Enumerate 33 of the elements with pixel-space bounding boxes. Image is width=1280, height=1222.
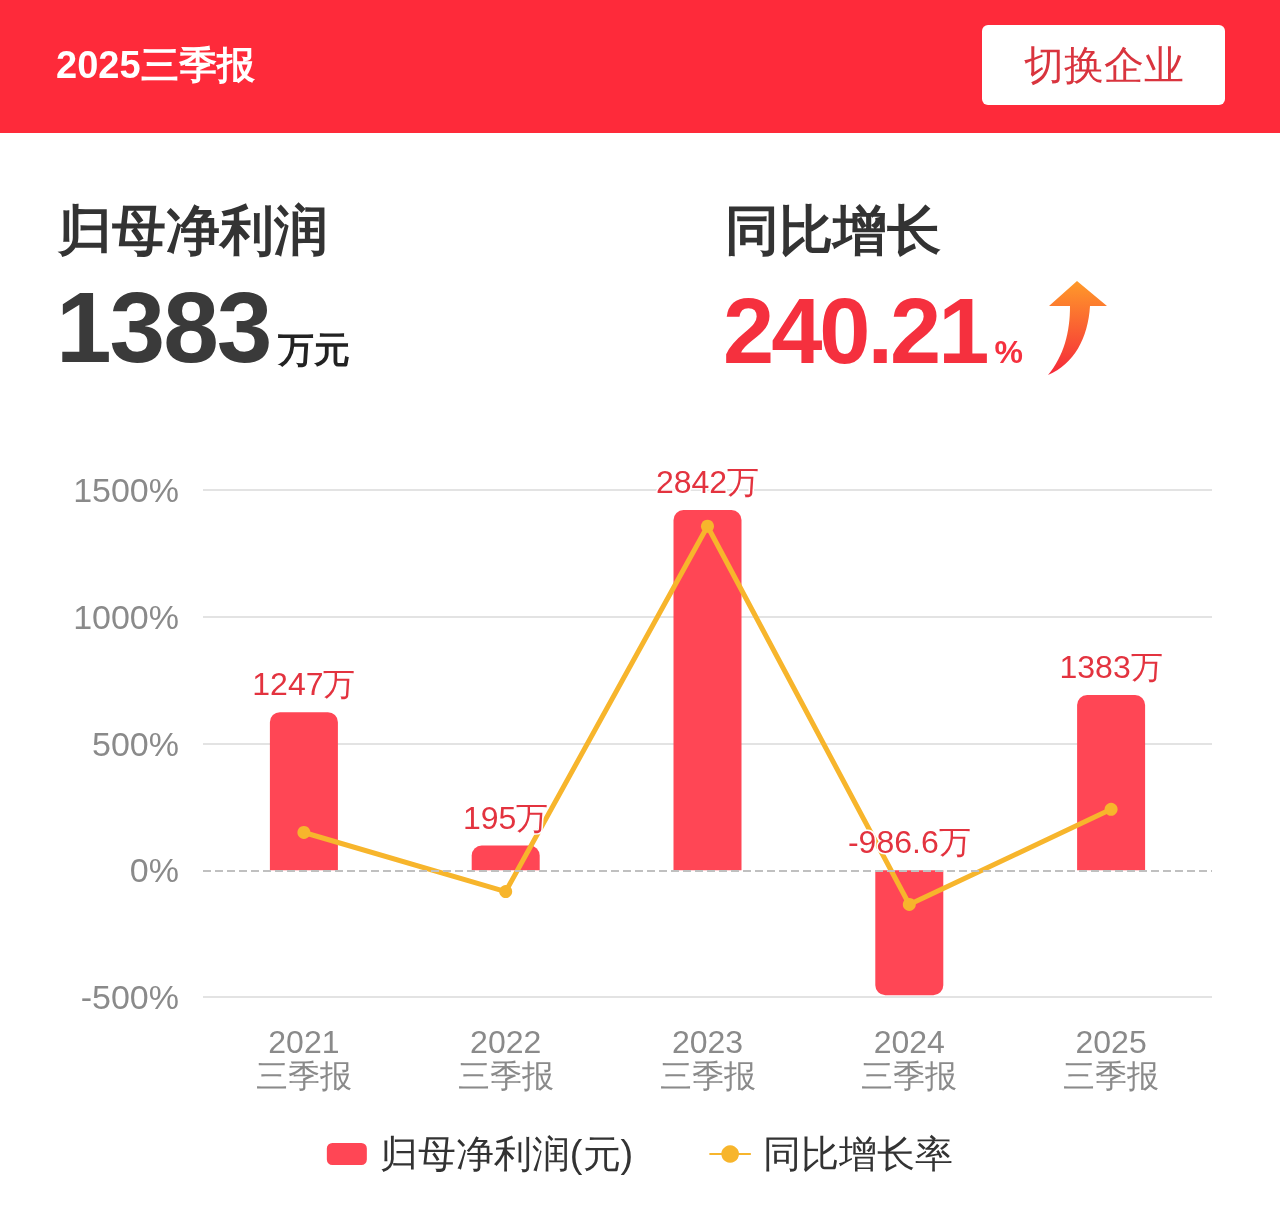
y-tick-label: -500% — [80, 978, 179, 1016]
bar — [1077, 694, 1146, 871]
chart-title: 2025三季报 — [56, 43, 255, 88]
point — [902, 897, 916, 911]
point — [701, 519, 714, 533]
x-tick-label: 2024 三季报 — [861, 1024, 958, 1094]
data-label: 1247万 — [252, 666, 356, 703]
text: 240.21 — [723, 280, 987, 382]
bar — [875, 870, 944, 996]
text: % — [994, 333, 1023, 371]
y-tick-label: 1500% — [73, 471, 179, 509]
switch-button[interactable]: 切换企业 — [982, 25, 1225, 105]
legend-label: 归母净利润(元) — [379, 1133, 634, 1175]
x-tick-label: 2022 三季报 — [457, 1024, 554, 1094]
x-tick-label: 2023 三季报 — [659, 1024, 756, 1094]
data-label: 195万 — [463, 799, 549, 836]
text: 万元 — [278, 329, 351, 370]
data-label: 1383万 — [1059, 648, 1163, 685]
point — [499, 885, 513, 899]
text: 归母净利润 — [58, 199, 328, 262]
data-label: 2842万 — [655, 464, 760, 501]
point — [1104, 802, 1118, 816]
legend-label: 同比增长率 — [763, 1133, 954, 1175]
text: 同比增长 — [725, 199, 941, 262]
y-tick-label: 0% — [129, 851, 179, 890]
x-tick-label: 2025 三季报 — [1063, 1024, 1160, 1094]
text: 1383 — [56, 271, 271, 383]
point — [297, 825, 311, 839]
bar — [269, 712, 338, 871]
x-tick-label: 2021 三季报 — [255, 1024, 352, 1094]
y-tick-label: 500% — [92, 724, 179, 763]
y-tick-label: 1000% — [73, 597, 179, 636]
bar — [673, 510, 742, 871]
